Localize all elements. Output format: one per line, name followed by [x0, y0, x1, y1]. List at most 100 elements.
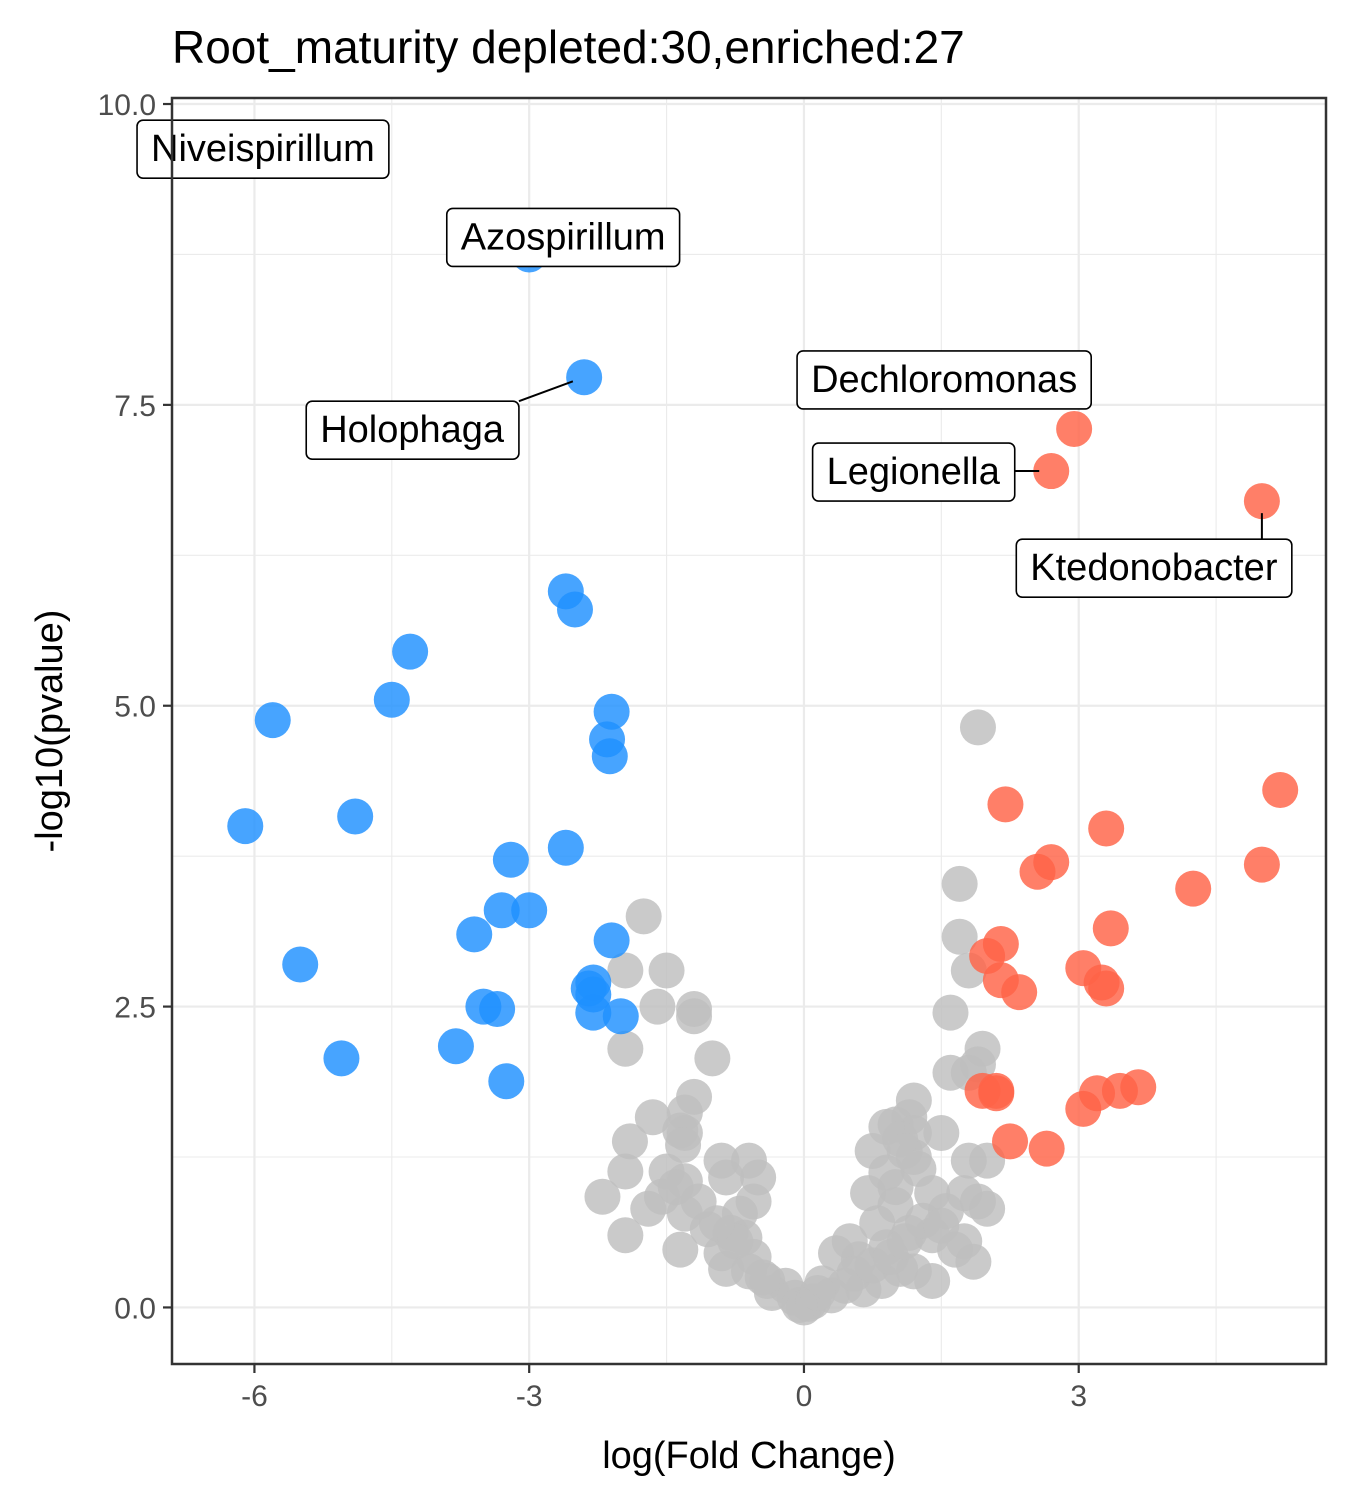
- point-not-significant: [859, 1205, 896, 1242]
- axes: -6 -3 0 3 0.0 2.5 5.0 7.5 10.0: [98, 89, 1087, 1413]
- y-tick-label: 7.5: [114, 390, 156, 423]
- point-enriched: [1056, 410, 1093, 447]
- point-not-significant: [630, 1190, 667, 1227]
- point-enriched: [1262, 771, 1299, 808]
- point-label: Niveispirillum: [136, 119, 390, 179]
- point-depleted: [227, 808, 264, 845]
- point-not-significant: [611, 1123, 648, 1160]
- point-depleted: [337, 798, 374, 835]
- point-depleted: [373, 681, 410, 718]
- x-axis-title: log(Fold Change): [602, 1435, 896, 1477]
- point-not-significant: [932, 994, 969, 1031]
- chart-title: Root_maturity depleted:30,enriched:27: [172, 21, 965, 73]
- point-label-box: [305, 400, 520, 460]
- x-tick-label: 0: [796, 1380, 813, 1413]
- point-not-significant: [694, 1040, 731, 1077]
- point-enriched: [1175, 870, 1212, 907]
- point-depleted: [547, 829, 584, 866]
- point-enriched: [978, 1075, 1015, 1112]
- point-enriched: [1243, 483, 1280, 520]
- point-not-significant: [665, 1126, 702, 1163]
- point-labels: Niveispirillum Azospirillum Holophaga Dechl…: [136, 119, 1293, 598]
- point-label-text: Niveispirillum: [151, 128, 375, 170]
- point-depleted: [591, 738, 628, 775]
- x-tick-label: -6: [241, 1380, 268, 1413]
- point-depleted: [479, 990, 516, 1027]
- point-depleted: [282, 946, 319, 983]
- point-label-box: [445, 207, 681, 268]
- point-depleted: [437, 1028, 474, 1065]
- point-depleted: [556, 591, 593, 628]
- point-depleted: [392, 633, 429, 670]
- point-label-text: Azospirillum: [461, 216, 666, 258]
- point-depleted: [456, 916, 493, 953]
- point-depleted: [488, 1063, 525, 1100]
- point-not-significant: [584, 1178, 621, 1215]
- point-enriched: [992, 1123, 1029, 1160]
- y-axis-title: -log10(pvalue): [29, 610, 71, 853]
- point-not-significant: [923, 1114, 960, 1151]
- point-enriched: [987, 786, 1024, 823]
- point-not-significant: [969, 1190, 1006, 1227]
- point-enriched: [1243, 846, 1280, 883]
- point-label-box: [136, 119, 390, 179]
- y-tick-label: 5.0: [114, 691, 156, 724]
- y-tick-label: 0.0: [114, 1292, 156, 1325]
- point-not-significant: [607, 1217, 644, 1254]
- point-not-significant: [744, 1259, 781, 1296]
- point-label: Legionella: [811, 442, 1040, 502]
- point-depleted: [575, 994, 612, 1031]
- point-not-significant: [607, 1153, 644, 1190]
- point-label: Ktedonobacter: [1015, 513, 1293, 598]
- label-connector: [518, 380, 574, 403]
- point-depleted: [483, 892, 520, 929]
- point-not-significant: [941, 918, 978, 955]
- point-not-significant: [607, 1030, 644, 1067]
- point-enriched: [1028, 1130, 1065, 1167]
- point-not-significant: [607, 952, 644, 989]
- x-tick-label: -3: [516, 1380, 543, 1413]
- point-not-significant: [625, 898, 662, 935]
- point-label: Azospirillum: [445, 207, 681, 268]
- point-not-significant: [657, 1169, 694, 1206]
- data-points: [208, 140, 1299, 1326]
- point-enriched: [1065, 1090, 1102, 1127]
- point-depleted: [254, 702, 291, 739]
- point-not-significant: [877, 1169, 914, 1206]
- point-not-significant: [850, 1175, 887, 1212]
- point-label-text: Dechloromonas: [811, 359, 1077, 401]
- point-label-text: Legionella: [827, 451, 1001, 493]
- point-depleted: [323, 1040, 360, 1077]
- point-not-significant: [634, 1099, 671, 1136]
- point-enriched: [1033, 453, 1070, 490]
- point-not-significant: [941, 865, 978, 902]
- point-enriched: [1088, 970, 1125, 1007]
- point-depleted: [602, 998, 639, 1035]
- point-not-significant: [799, 1274, 836, 1311]
- point-not-significant: [676, 998, 713, 1035]
- point-enriched: [1019, 853, 1056, 890]
- point-label-box: [1015, 538, 1293, 598]
- point-not-significant: [959, 709, 996, 746]
- point-label-text: Holophaga: [320, 409, 505, 451]
- point-not-significant: [923, 1207, 960, 1244]
- point-not-significant: [882, 1120, 919, 1157]
- point-not-significant: [639, 988, 676, 1025]
- point-depleted: [566, 359, 603, 396]
- point-not-significant: [932, 1054, 969, 1091]
- point-depleted: [492, 841, 529, 878]
- point-label: Dechloromonas: [796, 350, 1093, 410]
- point-depleted: [593, 693, 630, 730]
- point-not-significant: [708, 1159, 745, 1196]
- point-not-significant: [662, 1231, 699, 1268]
- point-depleted: [593, 922, 630, 959]
- x-tick-label: 3: [1070, 1380, 1087, 1413]
- point-enriched: [1092, 910, 1129, 947]
- point-not-significant: [914, 1262, 951, 1299]
- plot-border: [170, 96, 1328, 1366]
- y-tick-label: 2.5: [114, 992, 156, 1025]
- point-label-text: Ktedonobacter: [1030, 547, 1278, 589]
- y-tick-label: 10.0: [98, 89, 156, 122]
